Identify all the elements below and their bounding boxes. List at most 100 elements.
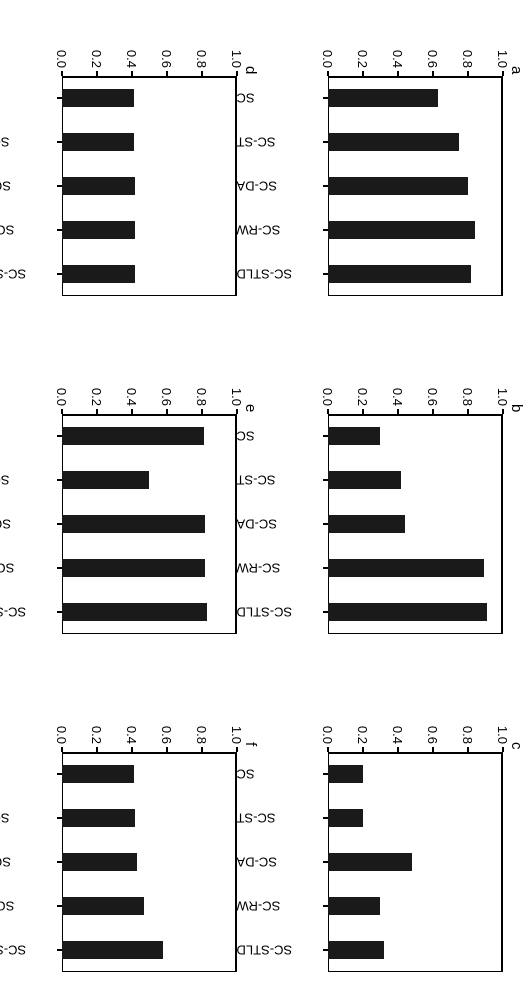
bar-f-SC-STLD <box>62 941 164 959</box>
ytick-label-b-4: 0.8 <box>462 388 475 406</box>
ytick-b-0 <box>327 409 329 414</box>
ytick-a-1 <box>362 71 364 76</box>
xtick-a-0 <box>323 97 328 99</box>
ytick-c-2 <box>397 747 399 752</box>
ytick-a-3 <box>432 71 434 76</box>
xtick-label-b-SC-RW: SC-RW <box>237 562 317 575</box>
ytick-d-0 <box>61 71 63 76</box>
xtick-b-3 <box>323 567 328 569</box>
panel-label-e: e <box>243 404 258 412</box>
bar-f-SC <box>62 765 134 783</box>
xtick-label-c-SC-ST: SC-ST <box>237 812 317 825</box>
ytick-label-a-0: 0.0 <box>322 50 335 68</box>
xtick-label-e-SC-RW: SC-RW <box>0 562 51 575</box>
xtick-label-a-SC: SC <box>237 92 317 105</box>
xtick-label-f-SC-DA: SC-DA <box>0 856 51 869</box>
ytick-label-f-3: 0.6 <box>161 726 174 744</box>
ytick-a-5 <box>502 71 504 76</box>
panel-a: 0.00.20.40.60.81.0SCSC-STSC-DASC-RWSC-ST… <box>318 42 513 302</box>
panel-f: 0.00.20.40.60.81.0SCSC-STSC-DASC-RWSC-ST… <box>52 718 247 978</box>
ytick-label-c-1: 0.2 <box>357 726 370 744</box>
xtick-label-b-SC-STLD: SC-STLD <box>237 606 317 619</box>
ytick-label-e-2: 0.4 <box>126 388 139 406</box>
ytick-b-4 <box>467 409 469 414</box>
xtick-c-2 <box>323 861 328 863</box>
bar-a-SC-DA <box>328 177 468 195</box>
ytick-label-e-4: 0.8 <box>196 388 209 406</box>
xtick-e-1 <box>57 479 62 481</box>
xtick-d-1 <box>57 141 62 143</box>
ytick-e-2 <box>131 409 133 414</box>
panel-label-d: d <box>243 66 258 74</box>
xtick-a-4 <box>323 273 328 275</box>
xtick-b-0 <box>323 435 328 437</box>
figure-stage: 0.00.20.40.60.81.0SCSC-STSC-DASC-RWSC-ST… <box>0 0 525 1000</box>
ytick-label-e-1: 0.2 <box>91 388 104 406</box>
ytick-label-b-1: 0.2 <box>357 388 370 406</box>
ytick-label-b-0: 0.0 <box>322 388 335 406</box>
panel-e: 0.00.20.40.60.81.0SCSC-STSC-DASC-RWSC-ST… <box>52 380 247 640</box>
xtick-d-3 <box>57 229 62 231</box>
panel-label-b: b <box>509 404 524 412</box>
bar-e-SC-RW <box>62 559 206 577</box>
xtick-label-b-SC-DA: SC-DA <box>237 518 317 531</box>
ytick-label-f-4: 0.8 <box>196 726 209 744</box>
ytick-label-e-0: 0.0 <box>56 388 69 406</box>
bar-b-SC-RW <box>328 559 484 577</box>
bar-a-SC-STLD <box>328 265 472 283</box>
bar-b-SC-DA <box>328 515 405 533</box>
bar-e-SC-DA <box>62 515 206 533</box>
panel-label-c: c <box>509 742 524 750</box>
ytick-b-1 <box>362 409 364 414</box>
bar-d-SC-ST <box>62 133 134 151</box>
ytick-f-5 <box>236 747 238 752</box>
ytick-f-3 <box>166 747 168 752</box>
xtick-label-d-SC-DA: SC-DA <box>0 180 51 193</box>
bar-d-SC-RW <box>62 221 136 239</box>
bar-b-SC <box>328 427 381 445</box>
ytick-e-5 <box>236 409 238 414</box>
xtick-label-f-SC-STLD: SC-STLD <box>0 944 51 957</box>
bar-e-SC-ST <box>62 471 150 489</box>
ytick-label-d-1: 0.2 <box>91 50 104 68</box>
xtick-label-a-SC-ST: SC-ST <box>237 136 317 149</box>
ytick-b-3 <box>432 409 434 414</box>
panel-label-a: a <box>509 66 524 74</box>
ytick-label-f-2: 0.4 <box>126 726 139 744</box>
ytick-e-1 <box>96 409 98 414</box>
ytick-f-0 <box>61 747 63 752</box>
ytick-label-f-0: 0.0 <box>56 726 69 744</box>
ytick-label-c-4: 0.8 <box>462 726 475 744</box>
bar-f-SC-ST <box>62 809 136 827</box>
ytick-c-1 <box>362 747 364 752</box>
ytick-c-3 <box>432 747 434 752</box>
xtick-label-e-SC-STLD: SC-STLD <box>0 606 51 619</box>
xtick-e-0 <box>57 435 62 437</box>
ytick-label-a-2: 0.4 <box>392 50 405 68</box>
ytick-e-3 <box>166 409 168 414</box>
xtick-f-0 <box>57 773 62 775</box>
xtick-label-d-SC-STLD: SC-STLD <box>0 268 51 281</box>
xtick-label-a-SC-DA: SC-DA <box>237 180 317 193</box>
xtick-label-a-SC-RW: SC-RW <box>237 224 317 237</box>
ytick-label-a-4: 0.8 <box>462 50 475 68</box>
ytick-f-1 <box>96 747 98 752</box>
xtick-a-1 <box>323 141 328 143</box>
ytick-d-4 <box>201 71 203 76</box>
figure-canvas: 0.00.20.40.60.81.0SCSC-STSC-DASC-RWSC-ST… <box>0 0 525 1000</box>
xtick-f-1 <box>57 817 62 819</box>
ytick-a-4 <box>467 71 469 76</box>
xtick-a-3 <box>323 229 328 231</box>
ytick-f-2 <box>131 747 133 752</box>
ytick-f-4 <box>201 747 203 752</box>
xtick-label-b-SC: SC <box>237 430 317 443</box>
bar-c-SC-DA <box>328 853 412 871</box>
xtick-f-4 <box>57 949 62 951</box>
ytick-a-0 <box>327 71 329 76</box>
ytick-label-d-2: 0.4 <box>126 50 139 68</box>
bar-f-SC-DA <box>62 853 137 871</box>
xtick-c-4 <box>323 949 328 951</box>
xtick-label-d-SC-RW: SC-RW <box>0 224 51 237</box>
ytick-e-4 <box>201 409 203 414</box>
bar-a-SC-ST <box>328 133 459 151</box>
